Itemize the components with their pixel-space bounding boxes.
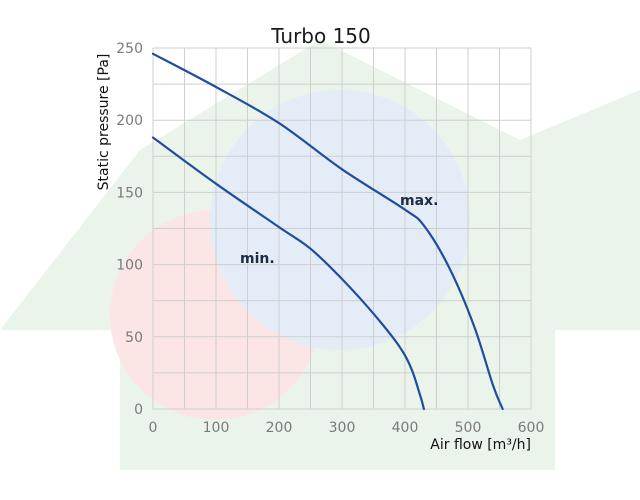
curve-label-max: max.: [400, 193, 438, 209]
curves: [151, 52, 504, 411]
grid: [152, 47, 532, 410]
curve-label-min: min.: [240, 251, 275, 267]
x-tick-label: 0: [149, 420, 158, 436]
x-tick-label: 300: [329, 420, 356, 436]
x-tick-label: 100: [203, 420, 230, 436]
x-tick-label: 600: [518, 420, 545, 436]
y-tick-label: 100: [116, 258, 143, 274]
x-tick-label: 200: [266, 420, 293, 436]
series-line-max: [151, 52, 504, 411]
y-axis-label: Static pressure [Pa]: [96, 54, 112, 191]
y-axis-ticks: 0 50 100 150 200 250: [116, 41, 143, 418]
y-tick-label: 0: [134, 402, 143, 418]
y-tick-label: 150: [116, 185, 143, 201]
y-tick-label: 50: [125, 330, 143, 346]
y-tick-label: 200: [116, 113, 143, 129]
x-axis-ticks: 0 100 200 300 400 500 600: [149, 420, 545, 436]
x-tick-label: 400: [392, 420, 419, 436]
x-axis-label: Air flow [m³/h]: [430, 437, 531, 453]
x-tick-label: 500: [455, 420, 482, 436]
y-tick-label: 250: [116, 41, 143, 57]
chart-title: Turbo 150: [270, 24, 371, 48]
series-line-min: [151, 136, 425, 411]
